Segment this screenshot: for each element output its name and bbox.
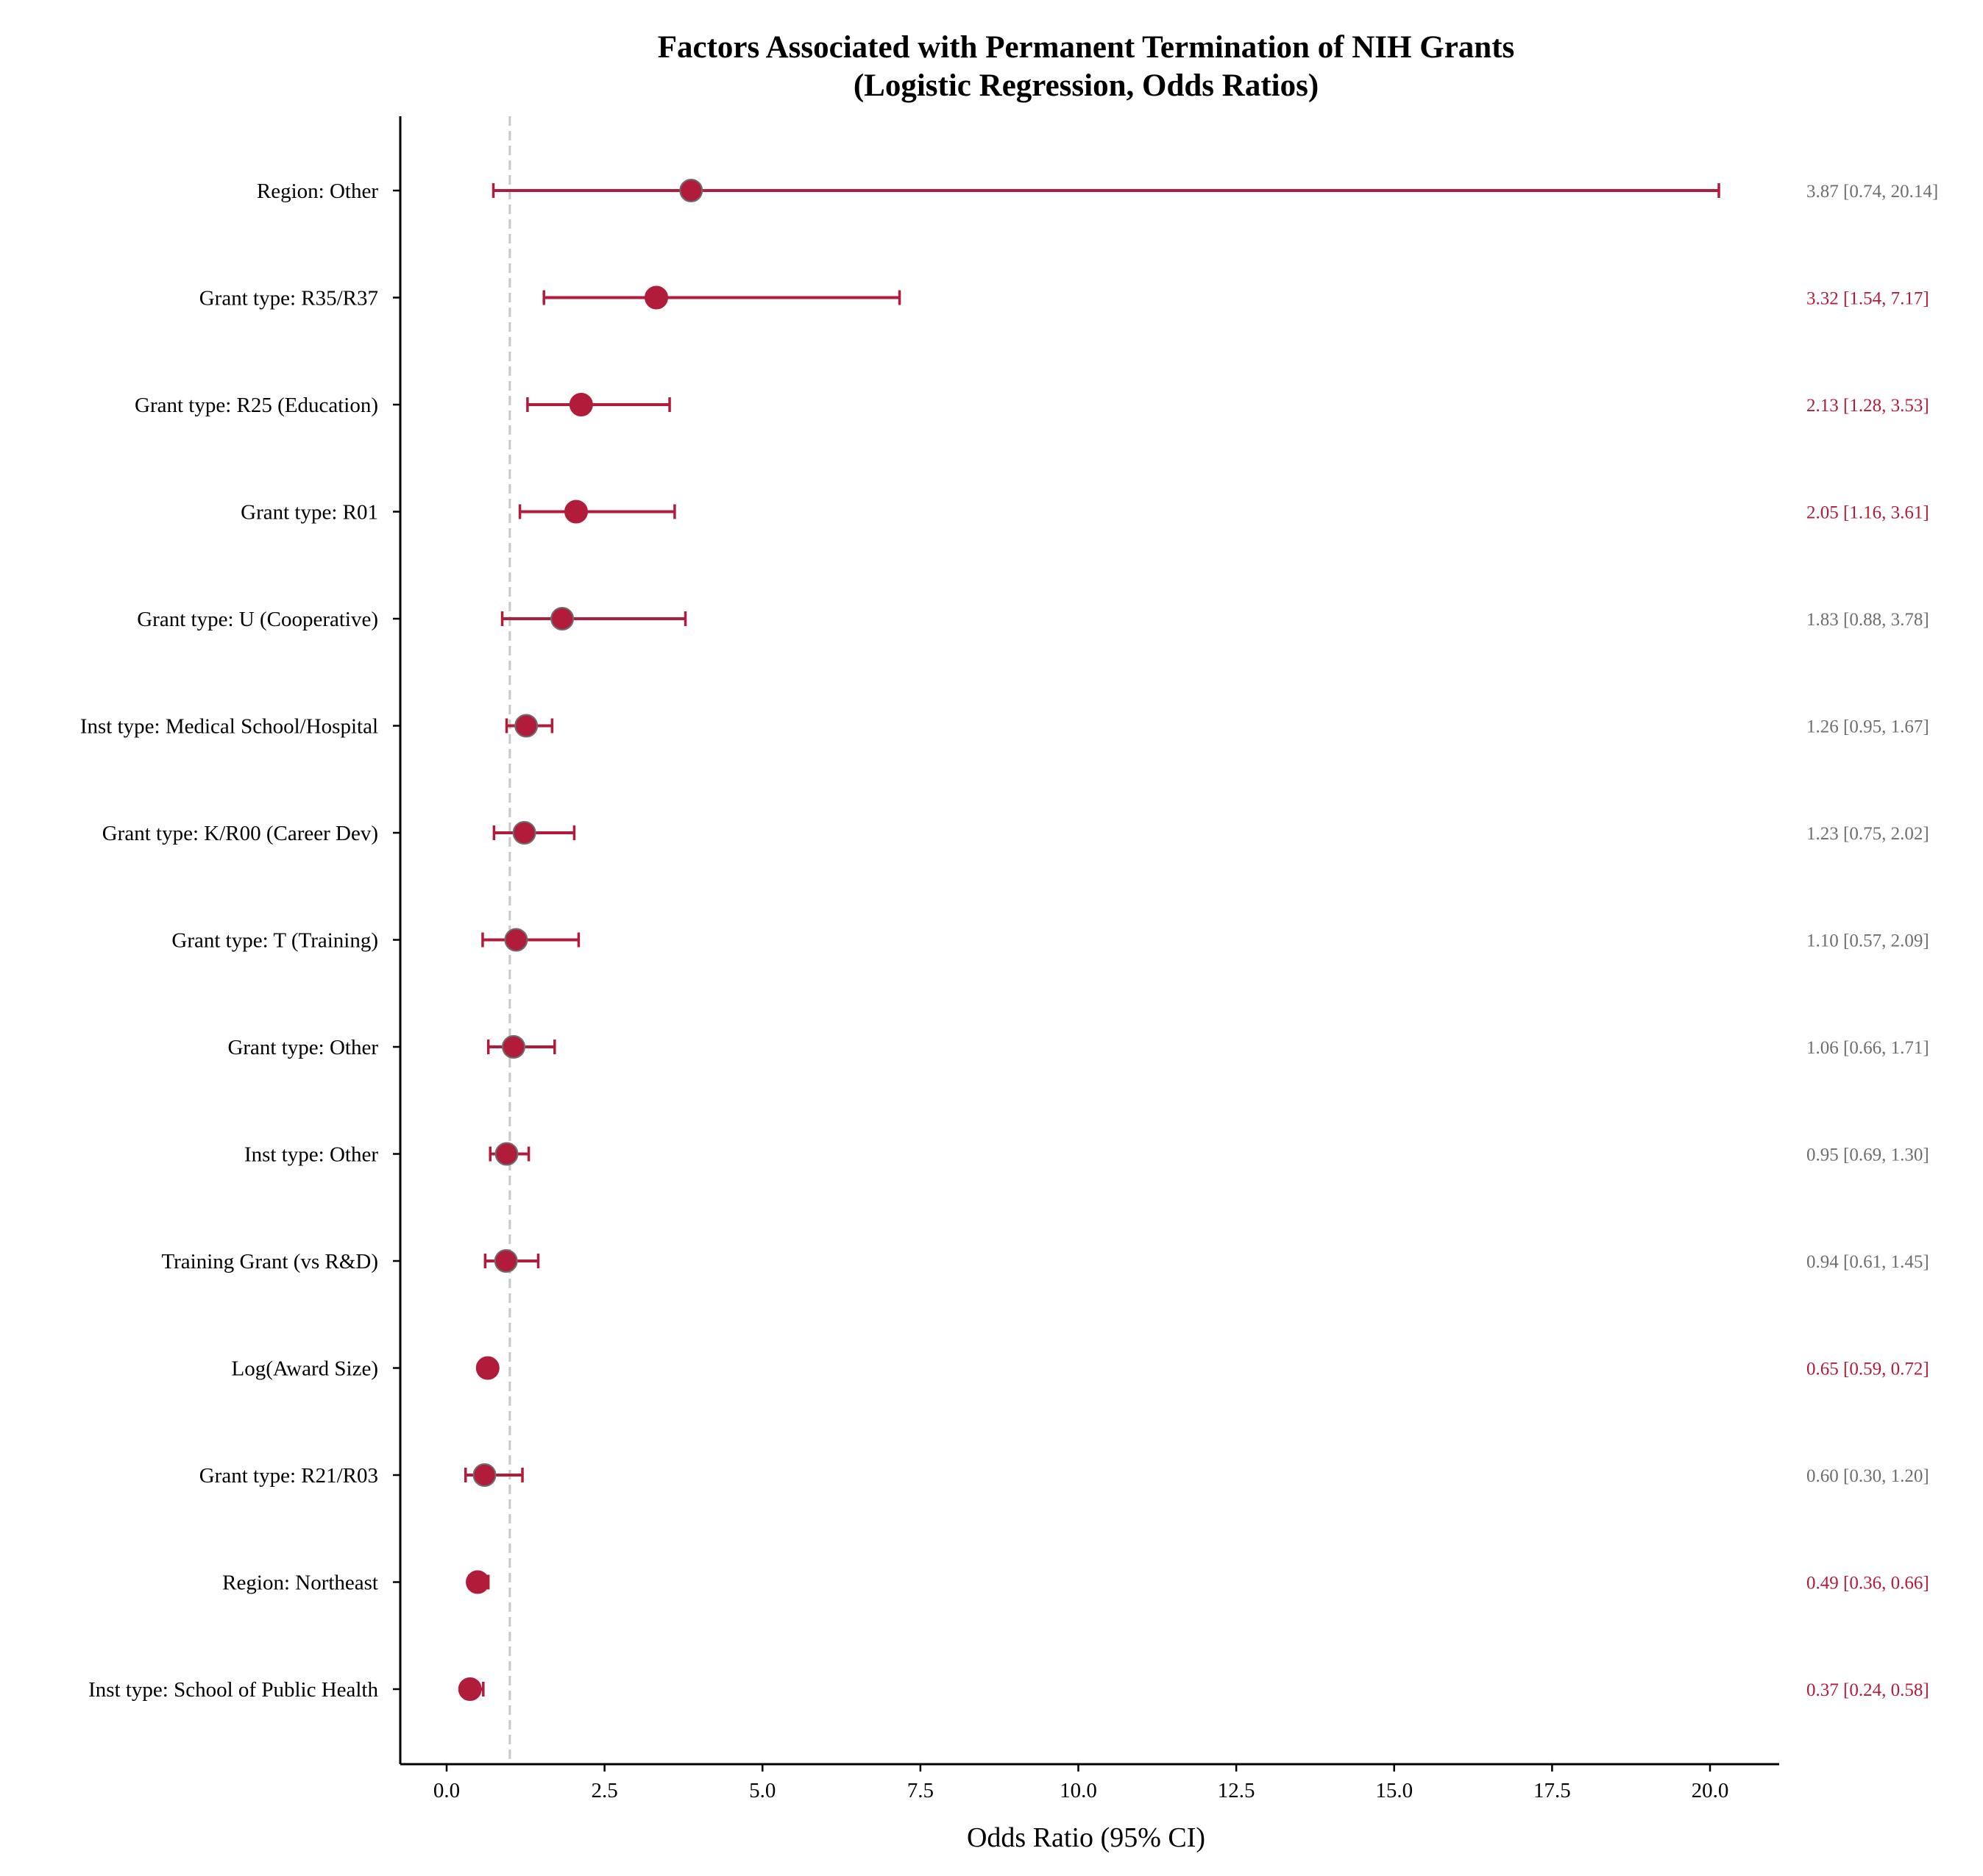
x-tick-label: 10.0: [1060, 1779, 1097, 1802]
row-label: Inst type: Other: [244, 1143, 378, 1167]
or-annotation: 2.05 [1.16, 3.61]: [1806, 503, 1929, 523]
row-label: Region: Other: [257, 180, 378, 203]
x-tick-label: 5.0: [749, 1779, 776, 1802]
x-tick-label: 20.0: [1692, 1779, 1729, 1802]
row-label: Grant type: R35/R37: [199, 287, 378, 310]
row-label: Inst type: Medical School/Hospital: [80, 715, 378, 739]
or-annotation: 0.95 [0.69, 1.30]: [1806, 1145, 1929, 1165]
or-point: [504, 928, 528, 952]
row-label: Region: Northeast: [222, 1571, 378, 1595]
x-tick-label: 17.5: [1533, 1779, 1571, 1802]
or-point: [514, 714, 539, 738]
row-label: Grant type: R21/R03: [199, 1464, 378, 1488]
or-annotation: 0.49 [0.36, 0.66]: [1806, 1574, 1929, 1593]
or-point: [475, 1356, 500, 1380]
or-point: [564, 500, 588, 524]
row-label: Inst type: School of Public Health: [88, 1678, 378, 1702]
x-tick-label: 7.5: [907, 1779, 934, 1802]
or-point: [569, 393, 593, 416]
or-point: [458, 1677, 482, 1701]
or-annotation: 1.10 [0.57, 2.09]: [1806, 931, 1929, 951]
or-point: [466, 1570, 490, 1594]
row-label: Grant type: U (Cooperative): [137, 608, 378, 631]
or-annotation: 1.06 [0.66, 1.71]: [1806, 1038, 1929, 1058]
row-label: Grant type: R01: [241, 501, 378, 525]
or-point: [494, 1249, 518, 1273]
or-annotation: 0.94 [0.61, 1.45]: [1806, 1252, 1929, 1272]
plot-area: 0.0 2.5 5.0 7.5 10.0 12.5 15.0 17.5 20.0 Region: …: [80, 116, 1938, 1802]
or-point: [550, 607, 575, 630]
row-label: Training Grant (vs R&D): [161, 1250, 378, 1273]
or-point: [512, 821, 536, 845]
or-annotation: 0.60 [0.30, 1.20]: [1806, 1466, 1929, 1486]
or-annotation: 1.23 [0.75, 2.02]: [1806, 824, 1929, 844]
x-axis-label: Odds Ratio (95% CI): [967, 1822, 1205, 1853]
row-label: Log(Award Size): [232, 1357, 378, 1381]
or-annotation: 1.83 [0.88, 3.78]: [1806, 610, 1929, 630]
row-label: Grant type: Other: [227, 1036, 378, 1059]
or-point: [472, 1463, 497, 1487]
or-point: [679, 179, 703, 202]
row-label: Grant type: T (Training): [171, 929, 378, 953]
chart-title-line1: Factors Associated with Permanent Termin…: [658, 30, 1515, 65]
x-tick-label: 2.5: [592, 1779, 618, 1802]
x-tick-label: 12.5: [1218, 1779, 1255, 1802]
or-annotation: 0.65 [0.59, 0.72]: [1806, 1360, 1929, 1379]
or-annotation: 1.26 [0.95, 1.67]: [1806, 717, 1929, 737]
or-annotation: 0.37 [0.24, 0.58]: [1806, 1680, 1929, 1700]
row-label: Grant type: R25 (Education): [135, 394, 378, 417]
row-label: Grant type: K/R00 (Career Dev): [102, 822, 378, 845]
or-point: [502, 1035, 526, 1059]
x-tick-label: 0.0: [433, 1779, 460, 1802]
x-tick-label: 15.0: [1375, 1779, 1413, 1802]
or-annotation: 3.32 [1.54, 7.17]: [1806, 289, 1929, 309]
or-annotation: 2.13 [1.28, 3.53]: [1806, 396, 1929, 416]
or-point: [645, 285, 669, 310]
or-point: [494, 1142, 519, 1166]
chart-title-line2: (Logistic Regression, Odds Ratios): [854, 68, 1319, 103]
or-annotation: 3.87 [0.74, 20.14]: [1806, 182, 1938, 202]
